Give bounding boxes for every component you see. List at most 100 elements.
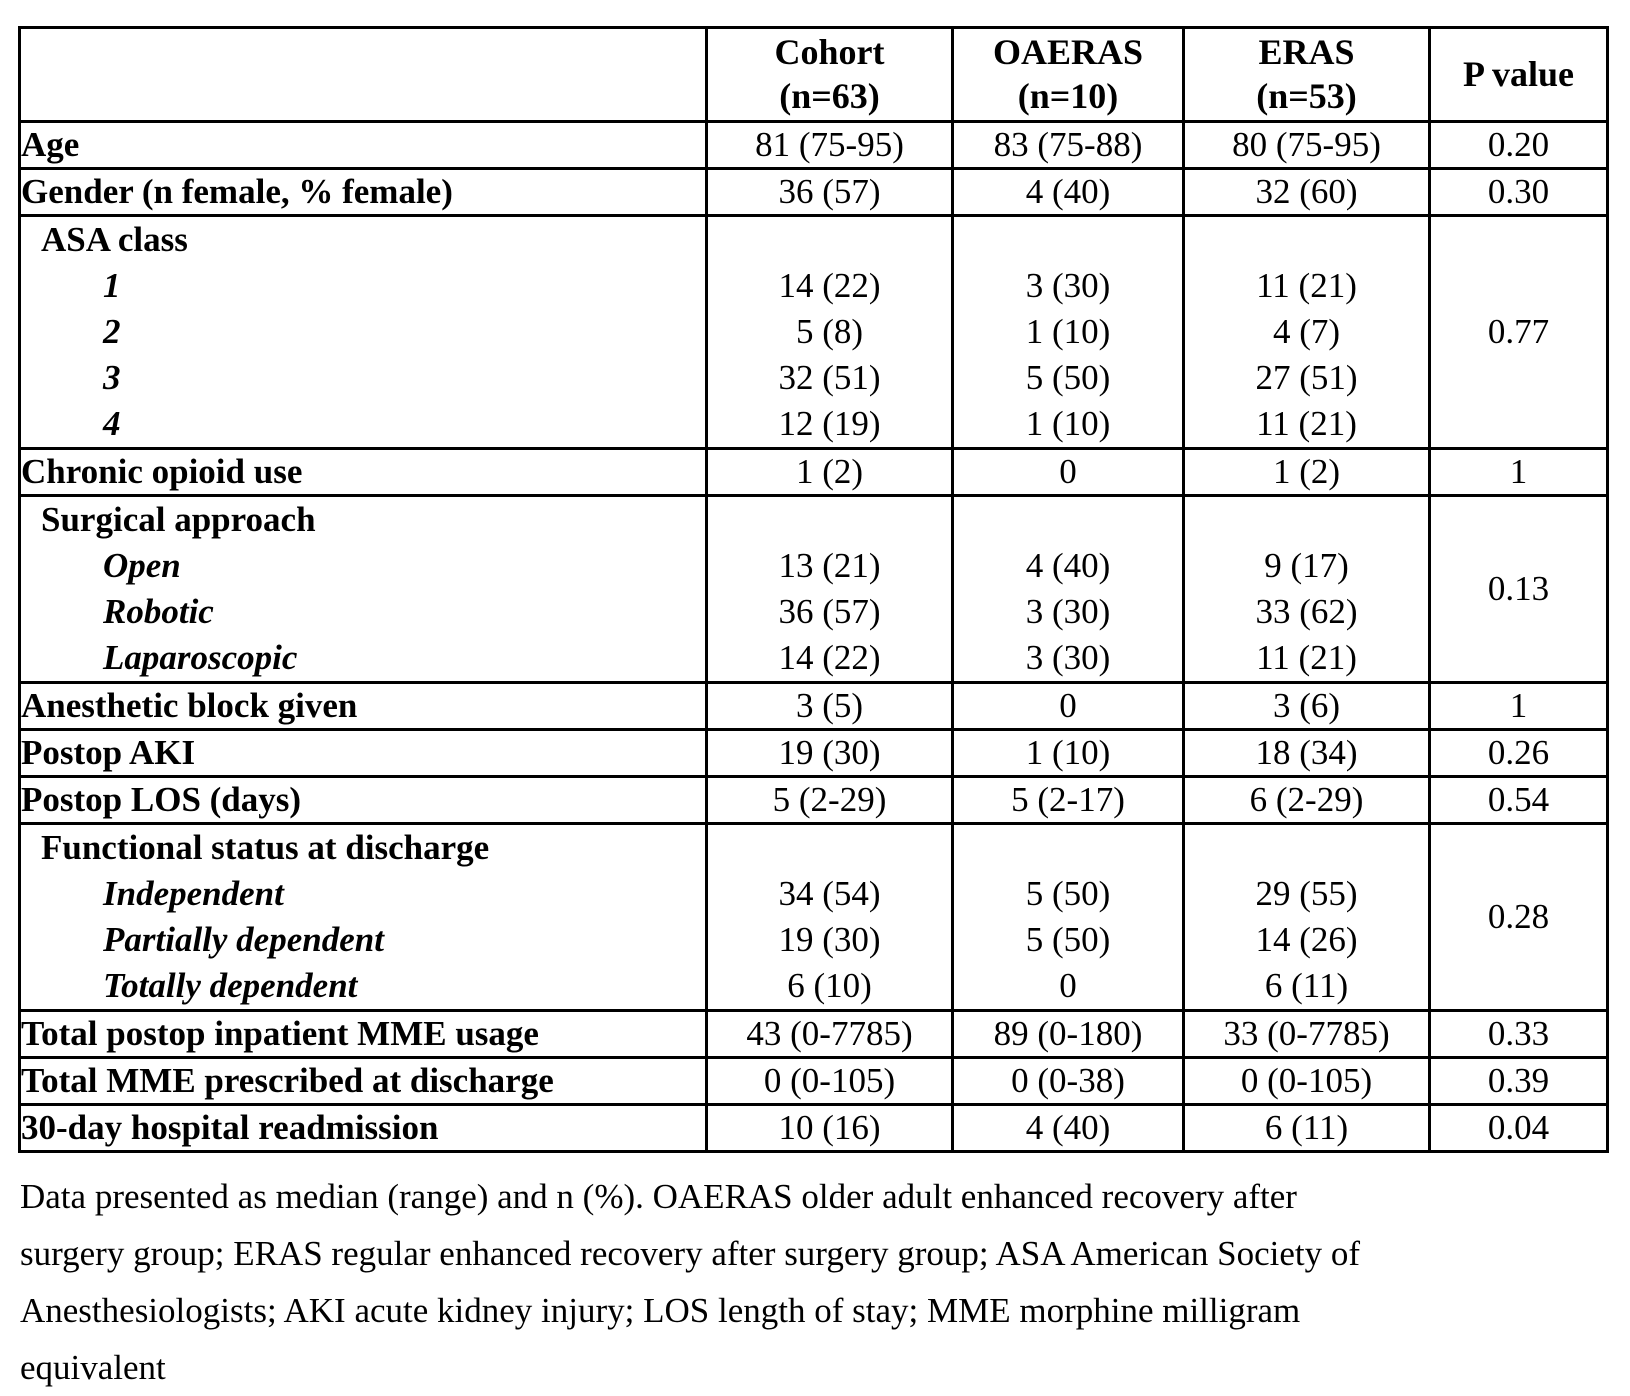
table-head: Cohort (n=63) OAERAS (n=10) ERAS (n=53) P valu… xyxy=(18,26,1609,123)
sub-row-label: Open xyxy=(103,546,181,585)
table-row: Total postop inpatient MME usage 43 (0-77… xyxy=(18,1009,1609,1059)
p-value-cell: 0.26 xyxy=(1428,728,1609,778)
cell-value: 5 (50) xyxy=(1025,358,1111,397)
row-label: Chronic opioid use xyxy=(18,447,708,497)
cell-value: 3 (30) xyxy=(1025,592,1111,631)
footnote-line: surgery group; ERAS regular enhanced rec… xyxy=(20,1234,1360,1273)
group-value-cell: 13 (21) 36 (57) 14 (22) xyxy=(705,494,954,684)
table-row: Age 81 (75-95) 83 (75-88) 80 (75-95) 0.20 xyxy=(18,120,1609,170)
cell-value: 5 (8) xyxy=(795,312,864,351)
cell-value: 1 (10) xyxy=(951,728,1185,778)
column-header-n: (n=53) xyxy=(1256,75,1357,116)
sub-row-label: Totally dependent xyxy=(103,966,358,1005)
group-row-label: Surgical approach xyxy=(41,500,316,539)
table-row: Anesthetic block given 3 (5) 0 3 (6) 1 xyxy=(18,681,1609,731)
cell-value: 11 (21) xyxy=(1256,266,1357,305)
table-group-row: Functional status at discharge Independen… xyxy=(18,822,1609,1012)
cell-value: 14 (26) xyxy=(1255,920,1358,959)
column-header-n: (n=10) xyxy=(1017,75,1119,116)
column-header: ERAS (n=53) xyxy=(1182,26,1431,123)
group-value-cell: 11 (21) 4 (7) 27 (51) 11 (21) xyxy=(1182,214,1431,450)
row-label: Anesthetic block given xyxy=(18,681,708,731)
cell-value: 19 (30) xyxy=(705,728,954,778)
cell-value: 32 (60) xyxy=(1182,167,1431,217)
table-row: Chronic opioid use 1 (2) 0 1 (2) 1 xyxy=(18,447,1609,497)
cell-value: 3 (5) xyxy=(705,681,954,731)
spacer-line xyxy=(956,827,1181,872)
cell-value: 6 (11) xyxy=(1264,966,1349,1005)
cell-value: 11 (21) xyxy=(1256,404,1357,443)
cell-value: 36 (57) xyxy=(705,167,954,217)
cell-value: 5 (50) xyxy=(1025,874,1111,913)
cell-value: 4 (40) xyxy=(1025,546,1111,585)
cell-value: 12 (19) xyxy=(778,404,881,443)
cell-value: 29 (55) xyxy=(1255,874,1358,913)
group-value-cell: 5 (50) 5 (50) 0 xyxy=(951,822,1185,1012)
spacer-line xyxy=(1187,827,1427,872)
cell-value: 1 (10) xyxy=(1025,404,1111,443)
table-footnote: Data presented as median (range) and n (… xyxy=(20,1168,1620,1396)
row-label: Total MME prescribed at discharge xyxy=(18,1056,708,1106)
sub-row-label: 2 xyxy=(103,312,121,351)
group-row-label: ASA class xyxy=(41,220,188,259)
cell-value: 18 (34) xyxy=(1182,728,1431,778)
p-value-cell: 0.33 xyxy=(1428,1009,1609,1059)
table-row: Gender (n female, % female) 36 (57) 4 (40)… xyxy=(18,167,1609,217)
p-value-cell: 0.39 xyxy=(1428,1056,1609,1106)
cell-value: 81 (75-95) xyxy=(705,120,954,170)
cell-value: 6 (10) xyxy=(787,966,872,1005)
sub-row-label: Partially dependent xyxy=(103,920,384,959)
p-value-cell: 0.30 xyxy=(1428,167,1609,217)
table-group-row: ASA class 1 2 3 4 14 (22) 5 (8) 32 (51) 12 (19) 3… xyxy=(18,214,1609,450)
column-header: OAERAS (n=10) xyxy=(951,26,1185,123)
cell-value: 33 (62) xyxy=(1255,592,1358,631)
cell-value: 6 (2-29) xyxy=(1182,775,1431,825)
cell-value: 3 (30) xyxy=(1025,266,1111,305)
spacer-line xyxy=(710,827,950,872)
spacer-line xyxy=(1187,499,1427,544)
cell-value: 32 (51) xyxy=(778,358,881,397)
row-label: Postop AKI xyxy=(18,728,708,778)
cell-value: 43 (0-7785) xyxy=(705,1009,954,1059)
group-label-cell: Surgical approach Open Robotic Laparoscopic xyxy=(18,494,708,684)
cell-value: 5 (2-29) xyxy=(705,775,954,825)
cell-value: 10 (16) xyxy=(705,1103,954,1153)
cell-value: 1 (2) xyxy=(1182,447,1431,497)
column-header-title: P value xyxy=(1462,53,1574,94)
p-value-cell: 0.20 xyxy=(1428,120,1609,170)
group-value-cell: 4 (40) 3 (30) 3 (30) xyxy=(951,494,1185,684)
group-value-cell: 3 (30) 1 (10) 5 (50) 1 (10) xyxy=(951,214,1185,450)
cell-value: 4 (7) xyxy=(1272,312,1341,351)
table-row: Postop LOS (days) 5 (2-29) 5 (2-17) 6 (2-29… xyxy=(18,775,1609,825)
cell-value: 80 (75-95) xyxy=(1182,120,1431,170)
p-value-cell: 1 xyxy=(1428,681,1609,731)
cell-value: 4 (40) xyxy=(951,1103,1185,1153)
row-label: Gender (n female, % female) xyxy=(18,167,708,217)
cell-value: 6 (11) xyxy=(1182,1103,1431,1153)
row-label: 30-day hospital readmission xyxy=(18,1103,708,1153)
footnote-line: Anesthesiologists; AKI acute kidney inju… xyxy=(20,1291,1301,1330)
row-label: Age xyxy=(18,120,708,170)
cell-value: 83 (75-88) xyxy=(951,120,1185,170)
spacer-line xyxy=(956,499,1181,544)
cell-value: 14 (22) xyxy=(778,266,881,305)
column-header: P value xyxy=(1428,26,1609,123)
column-header: Cohort (n=63) xyxy=(705,26,954,123)
cell-value: 89 (0-180) xyxy=(951,1009,1185,1059)
cell-value: 9 (17) xyxy=(1264,546,1349,585)
group-value-cell: 14 (22) 5 (8) 32 (51) 12 (19) xyxy=(705,214,954,450)
cell-value: 3 (6) xyxy=(1182,681,1431,731)
footnote-line: Data presented as median (range) and n (… xyxy=(20,1177,1297,1216)
cell-value: 5 (50) xyxy=(1025,920,1111,959)
column-header-title: Cohort xyxy=(774,31,885,72)
p-value-cell: 0.28 xyxy=(1428,822,1609,1012)
p-value-cell: 0.04 xyxy=(1428,1103,1609,1153)
spacer-line xyxy=(956,219,1181,264)
cell-value: 0 xyxy=(951,447,1185,497)
cell-value: 0 xyxy=(951,681,1185,731)
p-value-cell: 0.13 xyxy=(1428,494,1609,684)
cell-value: 1 (2) xyxy=(705,447,954,497)
cell-value: 19 (30) xyxy=(778,920,881,959)
row-label: Total postop inpatient MME usage xyxy=(18,1009,708,1059)
group-value-cell: 9 (17) 33 (62) 11 (21) xyxy=(1182,494,1431,684)
